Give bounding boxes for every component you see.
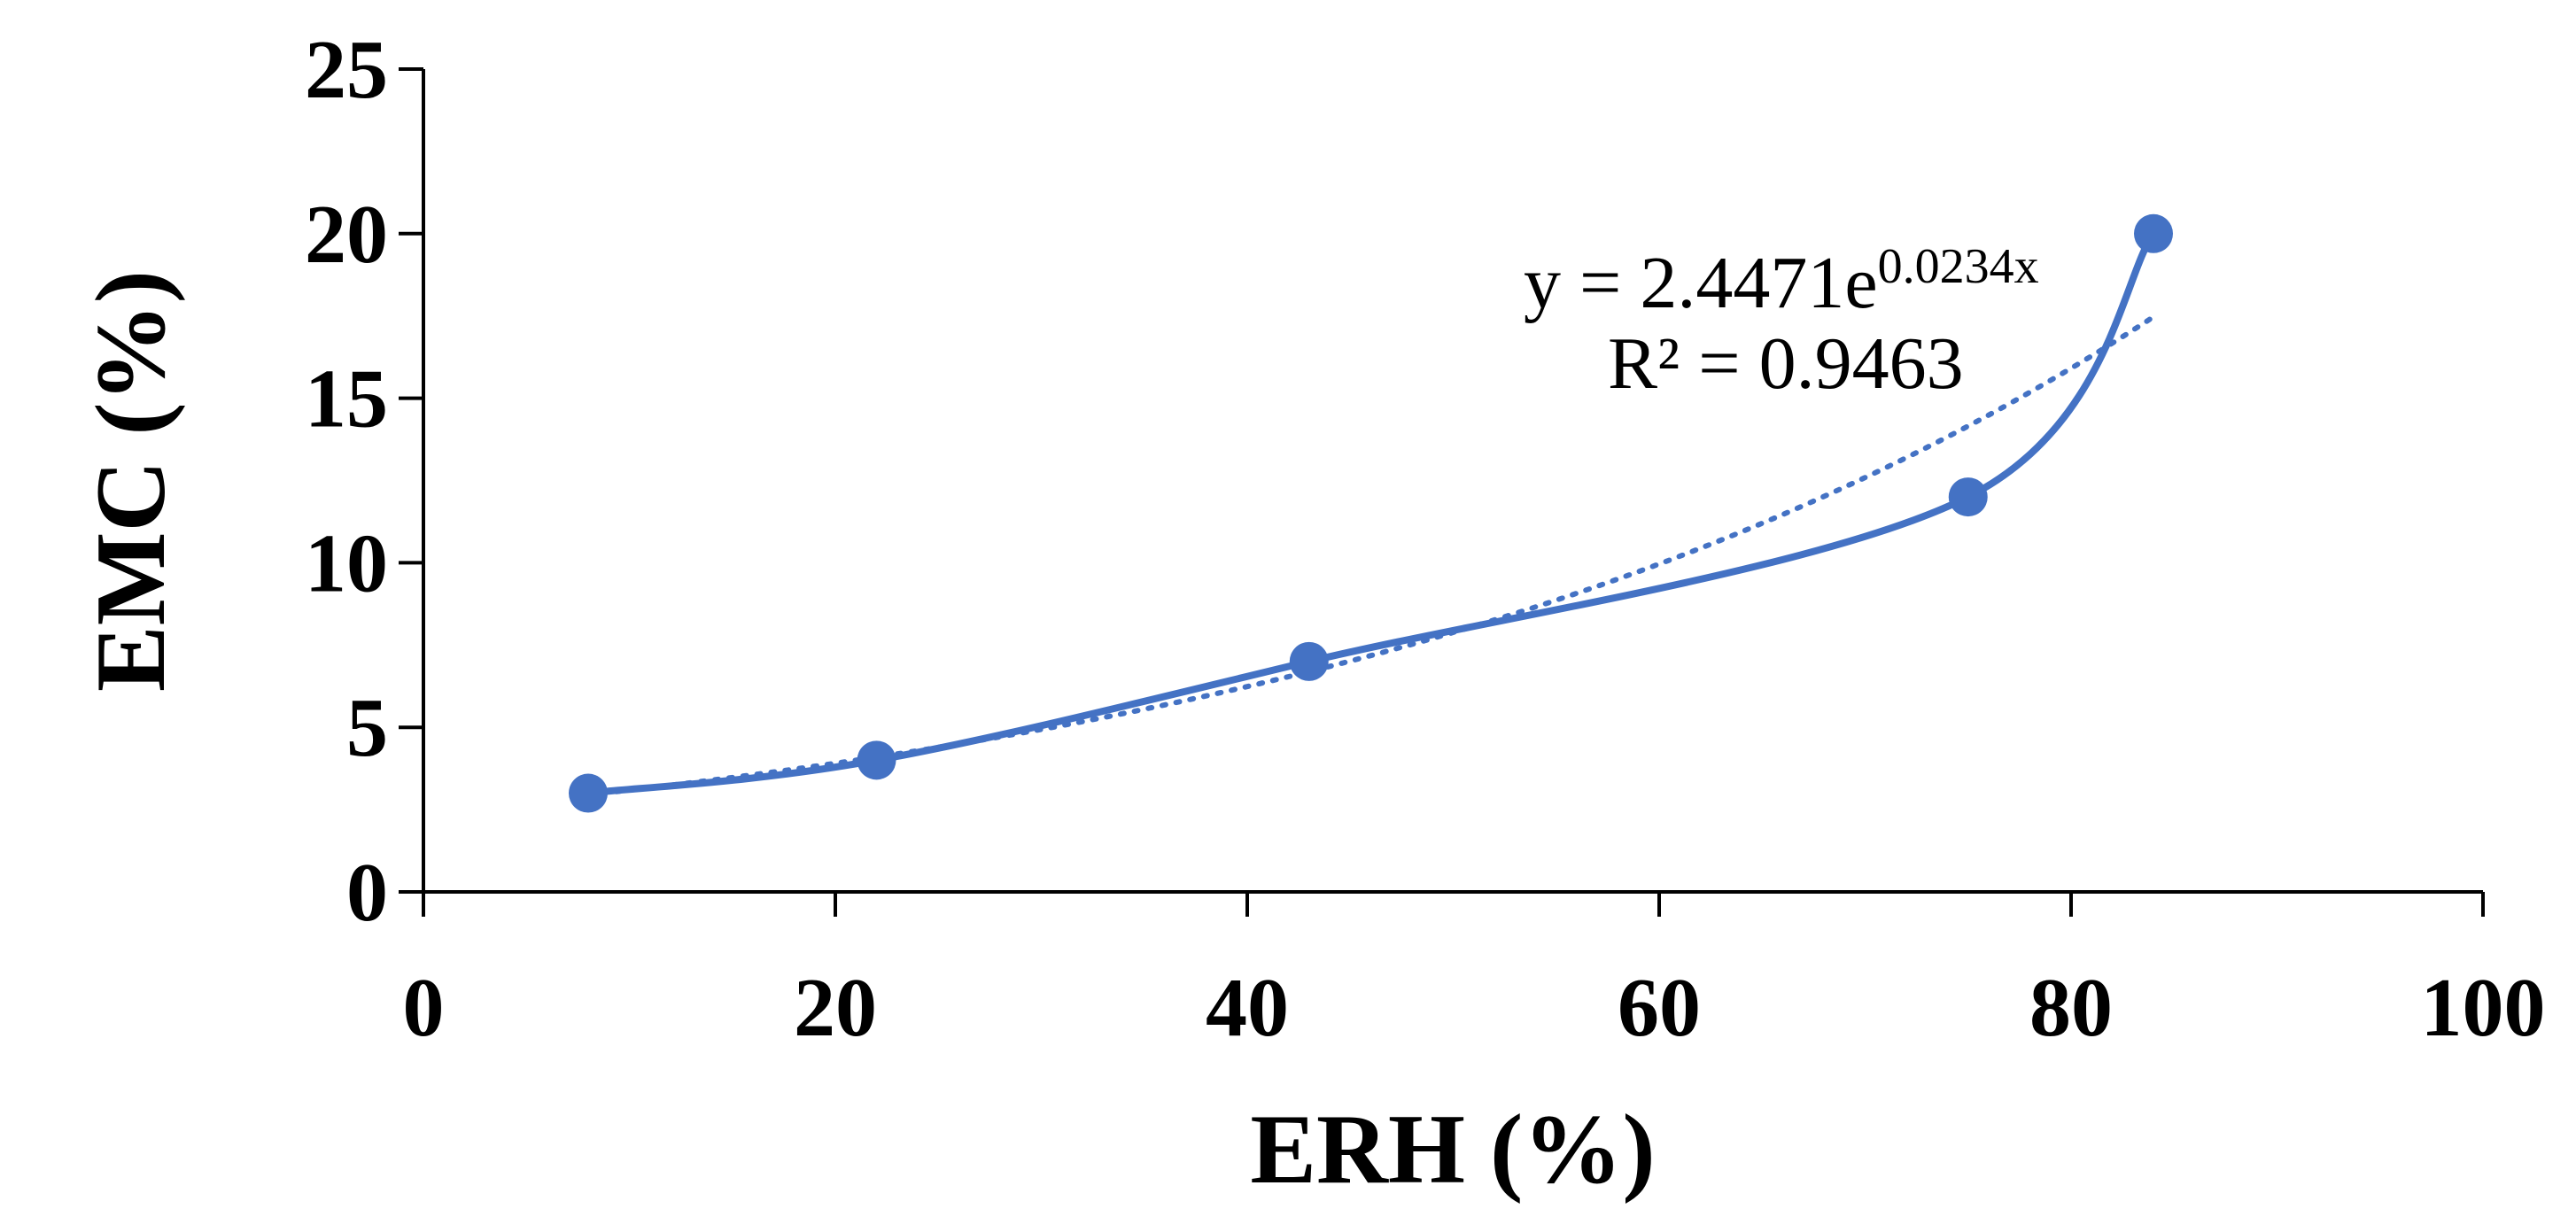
data-point (2134, 213, 2173, 253)
x-tick-label: 100 (2421, 962, 2546, 1054)
y-tick-label: 20 (305, 189, 388, 281)
x-tick-label: 20 (794, 962, 877, 1054)
x-tick-label: 40 (1206, 962, 1289, 1054)
trendline-equation: y = 2.4471e0.0234x (1524, 239, 2039, 324)
series-group (569, 213, 2173, 813)
equation-exponent: 0.0234x (1878, 239, 2039, 294)
x-axis-title: ERH (%) (1250, 1095, 1655, 1205)
data-point (1948, 477, 1988, 517)
data-point (1289, 641, 1329, 681)
equation-prefix: y = 2.4471e (1524, 242, 1878, 324)
y-tick-label: 5 (346, 682, 388, 774)
y-axis-title: EMC (%) (76, 270, 186, 692)
y-tick-label: 25 (305, 24, 388, 116)
series-line (587, 231, 2157, 797)
trendline-group (586, 314, 2156, 798)
y-tick-label: 10 (305, 517, 388, 609)
data-point (857, 740, 896, 780)
r-squared-label: R² = 0.9463 (1608, 322, 1964, 405)
trendline (586, 314, 2156, 798)
tick-labels: 0 5 10 15 20 25 0 20 40 60 80 100 (305, 24, 2546, 1054)
x-tick-label: 60 (1618, 962, 1701, 1054)
y-tick-label: 0 (346, 847, 388, 939)
data-point (569, 773, 608, 813)
axes (399, 67, 2485, 917)
x-tick-label: 80 (2029, 962, 2113, 1054)
x-tick-label: 0 (403, 962, 445, 1054)
y-tick-label: 15 (305, 353, 388, 446)
